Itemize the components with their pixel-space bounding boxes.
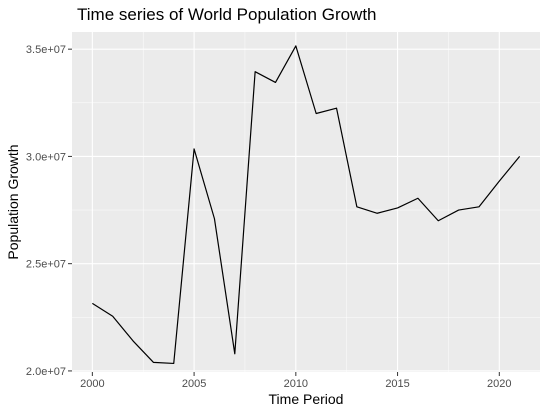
plot-panel: [72, 32, 540, 372]
x-axis-title: Time Period: [269, 391, 344, 407]
x-tick-label: 2015: [385, 378, 409, 390]
chart-title: Time series of World Population Growth: [77, 5, 377, 24]
y-tick-label: 2.5e+07: [26, 259, 66, 271]
y-axis-title: Population Growth: [5, 144, 21, 259]
x-tick-label: 2010: [284, 378, 308, 390]
minor-gridlines: [72, 32, 540, 372]
y-axis-ticks: 2.0e+07 2.5e+07 3.0e+07 3.5e+07: [26, 44, 72, 378]
y-tick-label: 3.0e+07: [26, 151, 66, 163]
y-tick-label: 2.0e+07: [26, 366, 66, 378]
x-tick-label: 2005: [182, 378, 206, 390]
x-tick-label: 2020: [487, 378, 511, 390]
x-axis-ticks: 2000 2005 2010 2015 2020: [80, 372, 512, 390]
x-tick-label: 2000: [80, 378, 104, 390]
major-gridlines: [72, 32, 540, 372]
data-series: [92, 45, 521, 365]
series-line: [92, 45, 521, 365]
y-tick-label: 3.5e+07: [26, 44, 66, 56]
